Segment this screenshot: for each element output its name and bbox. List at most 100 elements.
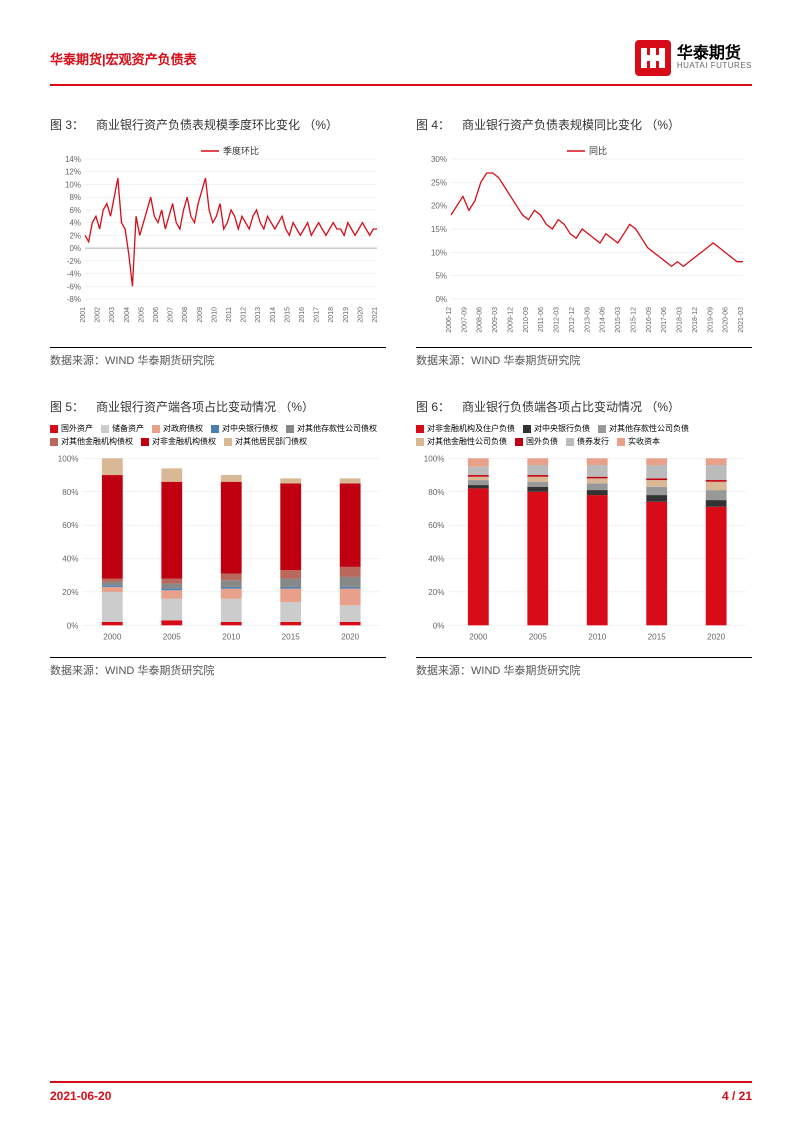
chart-3-block: 图 3： 商业银行资产负债表规模季度环比变化 （%） 季度环比-8%-6%-4%…: [50, 116, 386, 368]
svg-text:2007: 2007: [168, 307, 175, 323]
svg-text:2003: 2003: [109, 307, 116, 323]
footer-date: 2021-06-20: [50, 1089, 111, 1103]
svg-text:2009-03: 2009-03: [492, 307, 499, 333]
svg-text:2002: 2002: [95, 307, 102, 323]
chart-5-svg: 0%20%40%60%80%100%20002005201020152020: [50, 451, 386, 651]
svg-text:2015: 2015: [282, 633, 301, 642]
svg-text:30%: 30%: [431, 155, 447, 164]
svg-text:2013-09: 2013-09: [584, 307, 591, 333]
page-header: 华泰期货|宏观资产负债表 华泰期货 HUATAI FUTURES: [50, 40, 752, 86]
svg-text:2016: 2016: [299, 307, 306, 323]
svg-text:2012-03: 2012-03: [554, 307, 561, 333]
svg-text:100%: 100%: [424, 454, 445, 463]
chart-4-area: 同比0%5%10%15%20%25%30%2006-122007-092008-…: [416, 141, 752, 341]
svg-text:-2%: -2%: [67, 257, 81, 266]
chart-4-source: 数据来源：WIND 华泰期货研究院: [416, 347, 752, 368]
svg-text:2015-03: 2015-03: [615, 307, 622, 333]
chart-6-block: 图 6： 商业银行负债端各项占比变动情况 （%） 对非金融机构及住户负债对中央银…: [416, 398, 752, 678]
svg-text:2014-06: 2014-06: [600, 307, 607, 333]
svg-text:10%: 10%: [65, 180, 81, 189]
svg-text:2017-06: 2017-06: [661, 307, 668, 333]
svg-text:2013: 2013: [255, 307, 262, 323]
chart-5-source: 数据来源：WIND 华泰期货研究院: [50, 657, 386, 678]
svg-text:2021-03: 2021-03: [738, 307, 745, 333]
svg-text:-8%: -8%: [67, 295, 81, 304]
svg-text:2020: 2020: [707, 633, 726, 642]
legend-item: 对其他存款性公司债权: [286, 423, 377, 434]
chart-3-svg: 季度环比-8%-6%-4%-2%0%2%4%6%8%10%12%14%20012…: [50, 141, 386, 341]
legend-item: 国外负债: [515, 436, 558, 447]
svg-text:10%: 10%: [431, 248, 447, 257]
svg-text:60%: 60%: [428, 521, 444, 530]
svg-text:2014: 2014: [270, 307, 277, 323]
charts-grid: 图 3： 商业银行资产负债表规模季度环比变化 （%） 季度环比-8%-6%-4%…: [50, 116, 752, 678]
svg-text:2008: 2008: [182, 307, 189, 323]
legend-item: 对非金融机构及住户负债: [416, 423, 515, 434]
svg-text:2011-06: 2011-06: [538, 307, 545, 332]
chart-6-legend: 对非金融机构及住户负债对中央银行负债对其他存款性公司负债对其他金融性公司负债国外…: [416, 423, 752, 447]
svg-text:80%: 80%: [62, 488, 78, 497]
svg-text:-6%: -6%: [67, 282, 81, 291]
logo-text-en: HUATAI FUTURES: [677, 62, 752, 71]
chart-3-area: 季度环比-8%-6%-4%-2%0%2%4%6%8%10%12%14%20012…: [50, 141, 386, 341]
chart-5-area: 0%20%40%60%80%100%20002005201020152020: [50, 451, 386, 651]
legend-item: 对政府债权: [152, 423, 203, 434]
svg-text:20%: 20%: [62, 588, 78, 597]
chart-5-title: 商业银行资产端各项占比变动情况 （%）: [96, 398, 314, 415]
svg-text:2005: 2005: [529, 633, 548, 642]
svg-text:2009-12: 2009-12: [507, 307, 514, 333]
chart-5-num: 图 5：: [50, 398, 84, 415]
svg-text:2004: 2004: [124, 307, 131, 323]
logo-icon: [635, 40, 671, 76]
svg-text:2005: 2005: [138, 307, 145, 323]
svg-text:2020-06: 2020-06: [723, 307, 730, 333]
svg-text:2006-12: 2006-12: [446, 307, 453, 333]
svg-text:20%: 20%: [428, 588, 444, 597]
svg-text:2012-12: 2012-12: [569, 307, 576, 333]
svg-text:2000: 2000: [103, 633, 122, 642]
legend-item: 对非金融机构债权: [141, 436, 216, 447]
chart-3-title: 商业银行资产负债表规模季度环比变化 （%）: [96, 116, 338, 133]
legend-item: 对其他居民部门债权: [224, 436, 307, 447]
header-title: 华泰期货|宏观资产负债表: [50, 49, 197, 68]
svg-text:2019-09: 2019-09: [707, 307, 714, 333]
svg-text:5%: 5%: [435, 272, 447, 281]
legend-item: 对中央银行负债: [523, 423, 590, 434]
svg-text:0%: 0%: [67, 621, 79, 630]
svg-text:100%: 100%: [58, 454, 79, 463]
legend-item: 对其他存款性公司负债: [598, 423, 689, 434]
svg-text:2005: 2005: [163, 633, 182, 642]
chart-6-num: 图 6：: [416, 398, 450, 415]
legend-item: 储备资产: [101, 423, 144, 434]
chart-5-block: 图 5： 商业银行资产端各项占比变动情况 （%） 国外资产储备资产对政府债权对中…: [50, 398, 386, 678]
svg-text:2009: 2009: [197, 307, 204, 323]
legend-item: 对中央银行债权: [211, 423, 278, 434]
logo-text-cn: 华泰期货: [677, 45, 752, 63]
svg-text:6%: 6%: [69, 206, 81, 215]
svg-text:2019: 2019: [343, 307, 350, 323]
svg-text:60%: 60%: [62, 521, 78, 530]
svg-text:2021: 2021: [372, 307, 379, 323]
svg-text:2020: 2020: [341, 633, 360, 642]
svg-text:-4%: -4%: [67, 270, 81, 279]
svg-text:2000: 2000: [469, 633, 488, 642]
svg-text:2018-03: 2018-03: [677, 307, 684, 333]
svg-text:2010: 2010: [222, 633, 241, 642]
svg-text:0%: 0%: [69, 244, 81, 253]
svg-text:2015: 2015: [648, 633, 667, 642]
svg-text:2006: 2006: [153, 307, 160, 323]
svg-text:2011: 2011: [226, 307, 233, 322]
svg-text:20%: 20%: [431, 202, 447, 211]
legend-item: 对其他金融性公司负债: [416, 436, 507, 447]
svg-text:2008-06: 2008-06: [477, 307, 484, 333]
page-footer: 2021-06-20 4 / 21: [50, 1081, 752, 1103]
svg-text:4%: 4%: [69, 219, 81, 228]
svg-text:2016-09: 2016-09: [646, 307, 653, 333]
svg-text:2007-09: 2007-09: [461, 307, 468, 333]
svg-text:2018-12: 2018-12: [692, 307, 699, 333]
svg-text:季度环比: 季度环比: [223, 145, 259, 156]
chart-4-svg: 同比0%5%10%15%20%25%30%2006-122007-092008-…: [416, 141, 752, 341]
footer-page: 4 / 21: [722, 1089, 752, 1103]
chart-6-source: 数据来源：WIND 华泰期货研究院: [416, 657, 752, 678]
svg-text:2001: 2001: [80, 307, 87, 323]
